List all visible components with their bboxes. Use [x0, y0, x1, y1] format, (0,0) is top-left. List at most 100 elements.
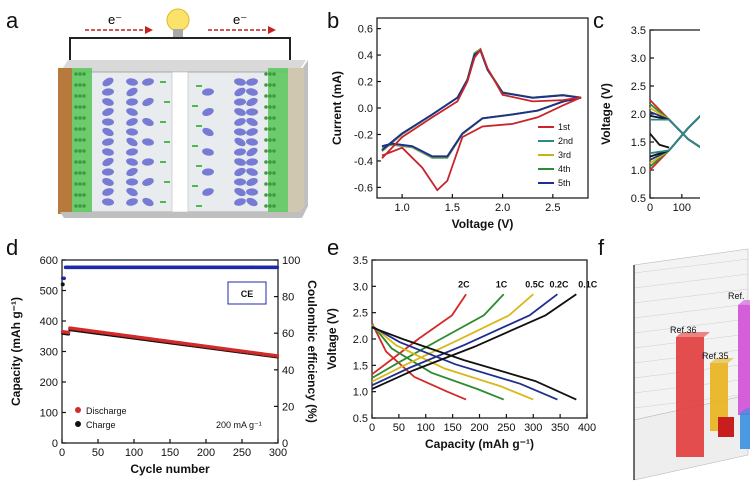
electrode-particle: [264, 105, 268, 109]
electrode-particle: [82, 160, 86, 164]
x-axis-label: Capacity (mAh g⁻¹): [425, 437, 534, 451]
electron-label-left: e⁻: [108, 12, 122, 27]
electrode-particle: [272, 105, 276, 109]
electrode-particle: [82, 193, 86, 197]
discharge-curve-0.1C: [371, 326, 577, 401]
ion-particle: [102, 138, 114, 146]
bar-top-2: [738, 300, 750, 305]
first-curve: [649, 133, 670, 149]
cv-chart: 1.0 1.5 2.0 2.5 -0.6 -0.4 -0.2 0.0 0.2 0.4 0.6 Volt…: [330, 17, 589, 231]
y-tick-label: 2.0: [353, 334, 368, 346]
y-tick-label: 1.0: [631, 165, 646, 177]
x-tick-label: 250: [233, 447, 251, 459]
y2-tick-label: 60: [282, 328, 294, 340]
electrode-particle: [264, 138, 268, 142]
electrode-particle: [268, 105, 272, 109]
ion-particle: [142, 197, 154, 207]
y2-tick-label: 20: [282, 401, 294, 413]
electrode-particle: [74, 83, 78, 87]
electrode-particle: [268, 204, 272, 208]
y-tick-label: 400: [40, 316, 58, 328]
bar-1: [710, 363, 728, 431]
ion-particle: [202, 188, 214, 196]
ion-particle: [234, 187, 246, 197]
bar-top-1: [710, 358, 734, 363]
y-tick-label: 3.0: [353, 281, 368, 293]
cv-curve-5: [381, 49, 582, 158]
electrode-particle: [78, 105, 82, 109]
x-tick-label: 2.0: [495, 202, 510, 214]
ion-particle: [246, 197, 258, 207]
rate-profile-chart: 0 50 100 150 200 250 300 350 400 0.5 1.0 1.5 2.0 2.5 3…: [325, 255, 598, 451]
y-tick-label: 0.4: [358, 50, 373, 62]
x-tick-label: 50: [393, 422, 405, 434]
y2-axis-label: Coulombic efficiency (%): [305, 280, 319, 423]
ion-particle: [246, 138, 258, 146]
ion-particle: [142, 117, 154, 127]
charge-curve-2C: [371, 293, 467, 376]
electrode-particle: [272, 116, 276, 120]
discharge-curve-0.5C: [371, 324, 534, 401]
discharge-curve-0.2C: [371, 325, 558, 401]
x-axis-label: Cycle number: [130, 462, 210, 476]
panel-letter-f: f: [598, 235, 605, 260]
ion-particle: [234, 98, 246, 106]
x-axis-label: Voltage (V): [452, 217, 514, 231]
ion-particle: [246, 97, 258, 107]
y-axis-label: Voltage (V): [325, 308, 339, 370]
ion-particle: [246, 108, 258, 116]
y-tick-label: 0: [52, 438, 58, 450]
electrode-particle: [74, 204, 78, 208]
ion-particle: [234, 198, 246, 206]
ion-particle: [246, 78, 258, 86]
lithium-ion: [164, 101, 170, 103]
x-tick-label: 200: [197, 447, 215, 459]
ion-particle: [234, 118, 246, 126]
ion-particle: [246, 188, 258, 196]
x-tick-label: 300: [524, 422, 542, 434]
ion-particle: [102, 127, 114, 137]
electrode-particle: [74, 160, 78, 164]
ion-particle: [102, 77, 114, 87]
rate-label: 0.5C: [525, 280, 545, 290]
electrode-particle: [74, 105, 78, 109]
electrode-particle: [82, 94, 86, 98]
electrode-particle: [82, 149, 86, 153]
electrode-particle: [268, 149, 272, 153]
electrode-particle: [74, 149, 78, 153]
ion-particle: [246, 178, 258, 186]
legend-marker-charge: [75, 421, 81, 427]
electrode-particle: [268, 83, 272, 87]
lithium-ion: [196, 125, 202, 127]
ion-particle: [102, 168, 114, 176]
electrode-particle: [74, 138, 78, 142]
current-density-annotation: 200 mA g⁻¹: [216, 420, 262, 430]
charge-curve-1C: [371, 293, 505, 379]
electrode-particle: [264, 193, 268, 197]
bar-small: [718, 417, 734, 437]
electron-label-right: e⁻: [233, 12, 247, 27]
electrode-particle: [82, 127, 86, 131]
x-tick-label: 100: [417, 422, 435, 434]
lithium-ion: [160, 161, 166, 163]
lithium-ion: [160, 201, 166, 203]
rate-label: 1C: [496, 280, 508, 290]
electrode-particle: [268, 138, 272, 142]
lithium-ion: [164, 141, 170, 143]
x-tick-label: 0: [369, 422, 375, 434]
ion-particle: [234, 78, 246, 86]
y2-tick-label: 80: [282, 292, 294, 304]
ion-particle: [246, 128, 258, 136]
ion-particle: [234, 87, 246, 97]
electrode-particle: [78, 116, 82, 120]
ion-particle: [142, 138, 154, 146]
panel-letter-e: e: [327, 235, 340, 260]
y-tick-label: 1.0: [353, 387, 368, 399]
electrode-particle: [74, 72, 78, 76]
electrode-particle: [268, 72, 272, 76]
ion-particle: [202, 88, 214, 96]
panel-letter-b: b: [327, 8, 340, 33]
electrode-particle: [82, 72, 86, 76]
ion-particle: [126, 158, 138, 166]
ion-particle: [142, 78, 154, 86]
